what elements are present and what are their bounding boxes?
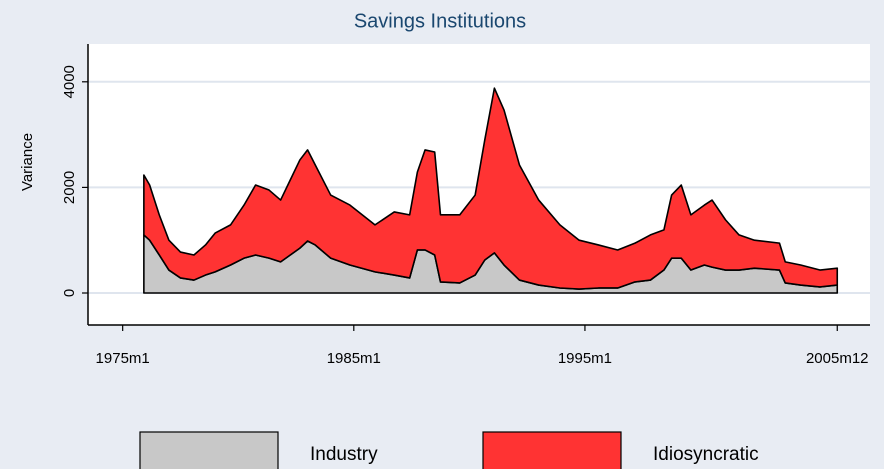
legend-swatch (482, 431, 622, 469)
x-tick-label: 1975m1 (96, 350, 150, 367)
legend-label: Idiosyncratic (653, 444, 759, 465)
x-tick-label: 2005m12 (806, 350, 869, 367)
y-tick-label: 2000 (61, 171, 78, 204)
legend-label: Industry (310, 444, 378, 465)
chart-title: Savings Institutions (354, 10, 526, 32)
x-tick-label: 1995m1 (558, 350, 612, 367)
y-axis-title: Variance (19, 133, 36, 191)
area (143, 87, 839, 290)
y-tick-label: 4000 (61, 65, 78, 98)
y-tick-label: 0 (61, 289, 78, 297)
x-tick-label: 1985m1 (327, 350, 381, 367)
legend-swatch (139, 431, 279, 469)
